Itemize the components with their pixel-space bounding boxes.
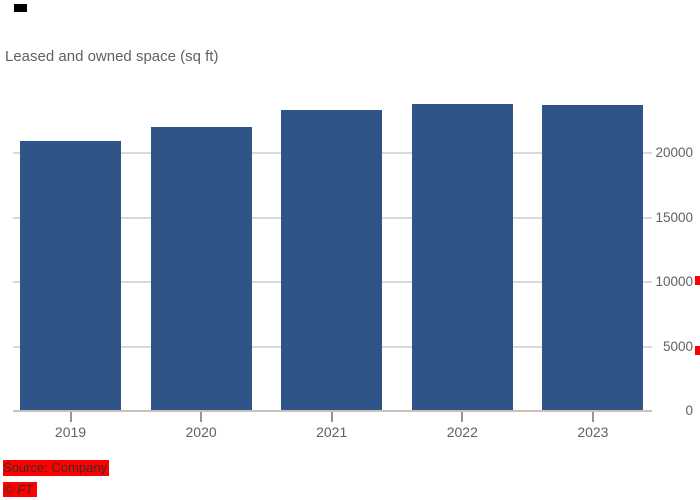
y-axis-label-10000: 10000 [655, 274, 693, 289]
x-axis-tick-2022 [461, 412, 464, 422]
source-credit: Source: Company [3, 460, 110, 476]
x-axis-tick-2019 [69, 412, 72, 422]
x-axis-tick-2021 [330, 412, 333, 422]
bar-2023 [542, 105, 644, 411]
x-axis-tick-2023 [591, 412, 594, 422]
bar-2022 [411, 103, 513, 411]
chart-title: Leased and owned space (sq ft) [5, 48, 219, 65]
top-left-black-marker [14, 4, 27, 12]
red-artifact-marker [695, 276, 700, 285]
bar-2019 [20, 141, 121, 411]
x-axis-label-2019: 2019 [54, 424, 87, 440]
y-axis-label-0: 0 [685, 403, 693, 418]
bar-2020 [150, 127, 252, 411]
y-axis-label-15000: 15000 [655, 209, 693, 225]
x-axis-label-2020: 2020 [185, 424, 217, 440]
x-axis-label-2022: 2022 [446, 424, 478, 440]
x-axis-label-2023: 2023 [577, 424, 609, 440]
red-artifact-marker [695, 346, 700, 355]
bar-2021 [281, 110, 383, 411]
x-axis-label-2021: 2021 [316, 424, 348, 440]
x-axis-tick-2020 [200, 412, 203, 422]
y-axis-label-20000: 20000 [655, 145, 693, 160]
ft-copyright: © FT [3, 482, 38, 497]
y-axis-label-5000: 5000 [662, 338, 693, 354]
x-axis-baseline [13, 410, 652, 412]
